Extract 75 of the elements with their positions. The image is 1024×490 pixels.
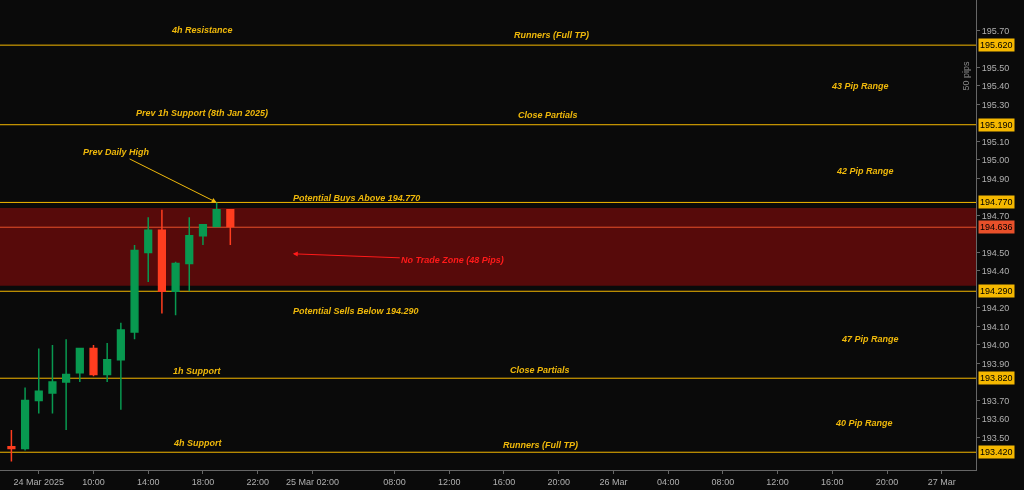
x-tick-label: 08:00: [711, 476, 735, 487]
y-tick-label: 193.50: [981, 432, 1010, 443]
y-tick-label: 194.90: [981, 173, 1010, 184]
y-tick-label: 193.70: [981, 395, 1010, 406]
x-tick-label: 12:00: [766, 476, 789, 487]
annotation: 47 Pip Range: [841, 334, 899, 344]
x-tick-label: 27 Mar: [927, 476, 956, 487]
annotation: 42 Pip Range: [836, 166, 894, 176]
candlestick: [48, 344, 57, 415]
annotation: Potential Sells Below 194.290: [293, 306, 419, 316]
y-tick-label: 194.40: [981, 266, 1010, 277]
x-tick-label: 08:00: [383, 476, 406, 487]
x-tick-label: 10:00: [82, 476, 105, 487]
y-tick-label: 195.00: [981, 155, 1010, 166]
annotation: Close Partials: [510, 365, 570, 375]
candlestick: [185, 216, 194, 292]
annotation: 4h Support: [173, 438, 223, 448]
annotation: 43 Pip Range: [831, 81, 889, 91]
ref-line-label: 194.770: [980, 197, 1013, 207]
candlestick: [89, 344, 98, 378]
annotation: Prev 1h Support (8th Jan 2025): [136, 108, 269, 118]
x-tick-label: 16:00: [492, 476, 516, 487]
y-tick-label: 193.60: [981, 414, 1010, 425]
ref-line-label: 193.820: [980, 373, 1013, 383]
annotation: Runners (Full TP): [514, 30, 589, 40]
candlestick: [212, 201, 221, 228]
annotation: Potential Buys Above 194.770: [293, 193, 421, 203]
x-tick-label: 20:00: [875, 476, 899, 487]
ref-line-label: 195.190: [980, 120, 1013, 130]
ref-line-label: 194.290: [980, 286, 1013, 296]
annotation: 50 pips: [961, 60, 972, 91]
annotation: 40 Pip Range: [835, 418, 893, 428]
annotation: No Trade Zone (48 Pips): [401, 255, 504, 265]
x-tick-label: 14:00: [136, 476, 160, 487]
candlestick: [20, 386, 30, 452]
y-tick-label: 195.10: [981, 136, 1010, 147]
candlestick: [75, 347, 84, 383]
candlestick: [157, 209, 167, 315]
y-tick-label: 195.50: [981, 62, 1010, 73]
y-tick-label: 195.70: [981, 25, 1010, 36]
annotation: Prev Daily High: [83, 147, 150, 157]
candlestick: [144, 216, 153, 283]
x-tick-label: 16:00: [821, 476, 844, 487]
y-tick-label: 193.90: [981, 358, 1010, 369]
x-tick-label: 25 Mar 02:00: [285, 476, 339, 487]
y-tick-label: 194.70: [981, 210, 1010, 221]
x-tick-label: 22:00: [246, 476, 269, 487]
y-tick-label: 194.50: [981, 247, 1010, 258]
candlestick: [171, 260, 180, 317]
y-tick-label: 194.10: [981, 321, 1010, 332]
x-tick-label: 04:00: [656, 476, 680, 487]
candlestick: [62, 338, 71, 431]
ref-line-label: 195.620: [980, 40, 1013, 50]
annotation: 4h Resistance: [171, 25, 233, 35]
annotation: Runners (Full TP): [503, 440, 578, 450]
candlestick: [130, 244, 139, 341]
annotation: Close Partials: [518, 110, 578, 120]
candlestick: [198, 223, 208, 246]
ref-line-label: 193.420: [980, 447, 1013, 457]
y-tick-label: 195.30: [981, 99, 1010, 110]
ref-line-label: 194.636: [980, 222, 1013, 232]
y-tick-label: 195.40: [981, 81, 1010, 92]
candlestick: [226, 209, 235, 246]
candlestick: [34, 347, 43, 415]
candlestick: [116, 321, 125, 411]
candlestick: [7, 429, 16, 463]
x-tick-label: 18:00: [191, 476, 215, 487]
x-tick-label: 20:00: [547, 476, 570, 487]
candlestick: [103, 342, 112, 383]
y-tick-label: 194.00: [981, 340, 1010, 351]
x-tick-label: 26 Mar: [599, 476, 628, 487]
annotation: 1h Support: [173, 366, 222, 376]
x-tick-label: 12:00: [437, 476, 461, 487]
x-tick-label: 24 Mar 2025: [13, 476, 65, 487]
y-tick-label: 194.20: [981, 303, 1010, 314]
